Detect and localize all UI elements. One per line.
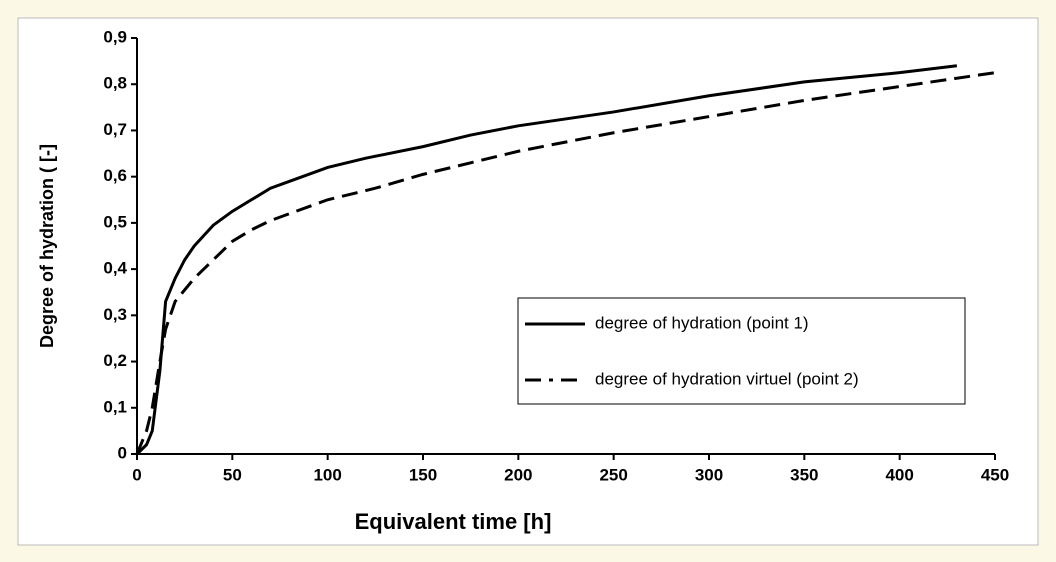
x-axis-title: Equivalent time [h] bbox=[355, 509, 552, 534]
y-tick-label: 0,4 bbox=[103, 259, 127, 278]
x-tick-label: 250 bbox=[599, 465, 627, 484]
x-tick-label: 100 bbox=[313, 465, 341, 484]
x-tick-label: 150 bbox=[409, 465, 437, 484]
y-tick-label: 0 bbox=[118, 443, 127, 462]
x-tick-label: 450 bbox=[981, 465, 1009, 484]
y-tick-label: 0,8 bbox=[103, 74, 127, 93]
y-tick-label: 0,7 bbox=[103, 120, 127, 139]
legend-label: degree of hydration (point 1) bbox=[595, 313, 809, 332]
y-tick-label: 0,2 bbox=[103, 351, 127, 370]
series-line bbox=[135, 71, 996, 455]
series-line bbox=[135, 64, 958, 456]
chart-frame bbox=[17, 17, 1039, 546]
x-tick-label: 50 bbox=[223, 465, 242, 484]
x-tick-label: 400 bbox=[885, 465, 913, 484]
x-tick-label: 0 bbox=[132, 465, 141, 484]
x-tick-label: 350 bbox=[790, 465, 818, 484]
x-tick-label: 300 bbox=[695, 465, 723, 484]
y-tick-label: 0,5 bbox=[103, 212, 127, 231]
y-tick-label: 0,6 bbox=[103, 166, 127, 185]
y-tick-label: 0,1 bbox=[103, 397, 127, 416]
x-tick-label: 200 bbox=[504, 465, 532, 484]
y-tick-label: 0,3 bbox=[103, 305, 127, 324]
y-axis-title: Degree of hydration ( [-] bbox=[37, 144, 57, 348]
legend-label: degree of hydration virtuel (point 2) bbox=[595, 369, 859, 388]
y-tick-label: 0,9 bbox=[103, 27, 127, 46]
legend-box bbox=[517, 297, 966, 405]
